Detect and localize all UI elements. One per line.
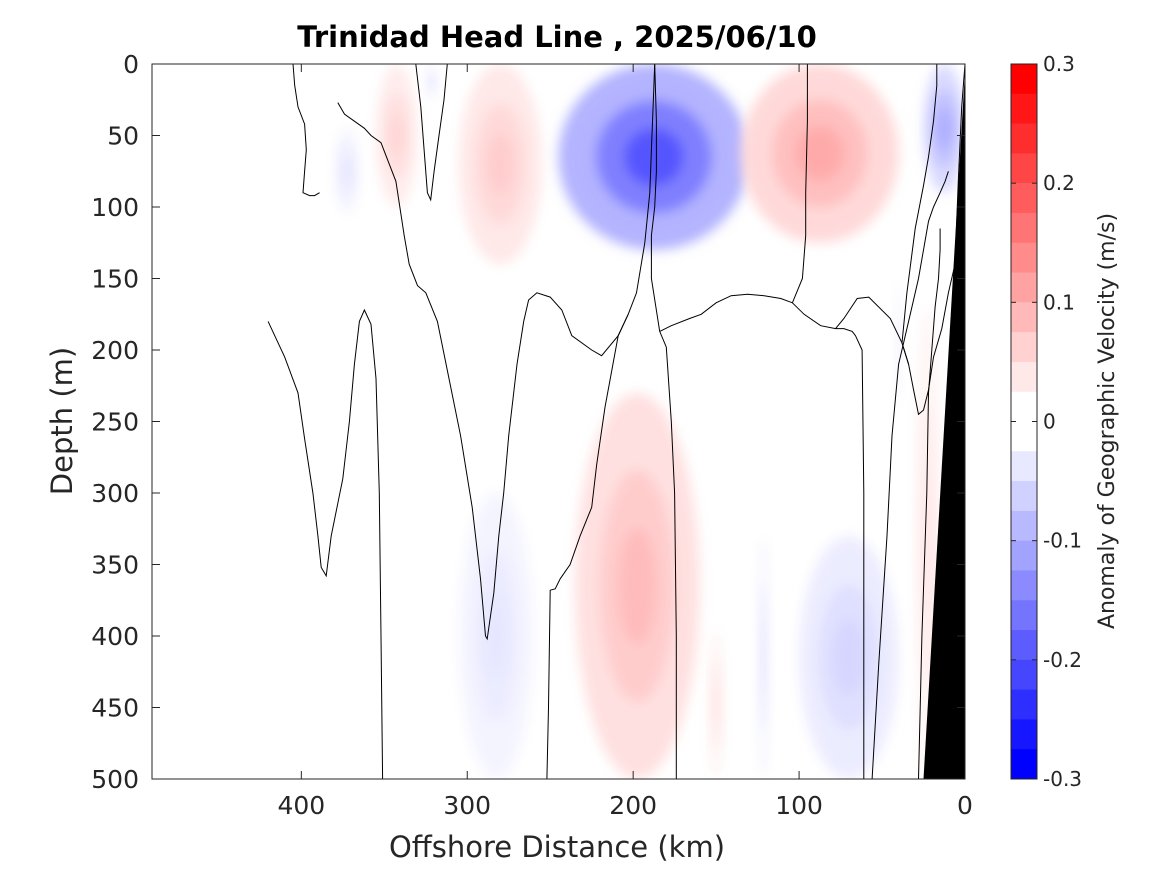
zero-contour-line xyxy=(871,171,949,779)
colorbar-tick-label: -0.3 xyxy=(1043,767,1082,791)
colorbar-level xyxy=(1011,421,1037,452)
colorbar-level xyxy=(1011,659,1037,691)
colorbar-level xyxy=(1011,600,1037,631)
colorbar-label: Anomaly of Geographic Velocity (m/s) xyxy=(1095,213,1120,629)
zero-contour-line xyxy=(901,64,938,365)
colorbar-tick-label: 0.3 xyxy=(1043,52,1075,76)
anomaly-positive-4 xyxy=(458,64,542,265)
colorbar-level xyxy=(1011,749,1037,780)
zero-contour-line xyxy=(918,228,941,779)
zero-contour-line xyxy=(659,64,808,332)
colorbar-level xyxy=(1011,242,1037,274)
colorbar-level xyxy=(1011,212,1037,244)
zero-contour-line xyxy=(546,314,629,779)
anomaly-negative-13 xyxy=(895,278,902,408)
y-tick-label: 250 xyxy=(91,408,139,437)
colorbar-level xyxy=(1011,719,1037,750)
colorbar-level xyxy=(1011,64,1037,95)
x-axis-label: Offshore Distance (km) xyxy=(389,830,725,864)
y-tick-label: 0 xyxy=(123,50,139,79)
colorbar-level xyxy=(1011,153,1037,184)
anomaly-fill-layer xyxy=(334,64,965,779)
anomaly-negative-11 xyxy=(757,535,770,779)
y-tick-label: 300 xyxy=(91,479,139,508)
colorbar-level xyxy=(1011,272,1037,303)
colorbar-level xyxy=(1011,391,1037,422)
anomaly-positive-8 xyxy=(575,392,700,779)
anomaly-positive-6 xyxy=(741,64,899,243)
bathymetry-layer xyxy=(923,71,965,779)
colorbar-level xyxy=(1011,540,1037,571)
anomaly-negative-3 xyxy=(425,64,438,100)
colorbar-level xyxy=(1011,570,1037,601)
anomaly-negative-7 xyxy=(923,64,965,193)
colorbar-tick-label: -0.1 xyxy=(1043,529,1082,553)
x-tick-label: 200 xyxy=(609,791,657,820)
colorbar-level xyxy=(1011,361,1037,393)
colorbar-level xyxy=(1011,630,1037,661)
axes-ticks: 400 300 200 100 0 0 50 100 150 200 250 300 350 400 450… xyxy=(91,50,973,820)
bathymetry-wedge xyxy=(923,71,965,779)
zero-contour-layer xyxy=(267,64,965,779)
zero-contour-line xyxy=(267,308,384,779)
colorbar-level xyxy=(1011,451,1037,482)
zero-contour-line xyxy=(650,64,677,779)
y-tick-label: 150 xyxy=(91,265,139,294)
x-tick-label: 100 xyxy=(775,791,823,820)
anomaly-negative-5 xyxy=(558,64,750,250)
colorbar-level xyxy=(1011,689,1037,720)
y-axis-label: Depth (m) xyxy=(45,347,79,495)
colorbar-tick-label: -0.2 xyxy=(1043,648,1082,672)
anomaly-positive-9 xyxy=(707,628,725,779)
anomaly-negative-2 xyxy=(334,128,360,215)
zero-contour-line xyxy=(792,302,865,779)
y-tick-label: 50 xyxy=(107,122,139,151)
colorbar-tick-label: 0.2 xyxy=(1043,171,1075,195)
zero-contour-line xyxy=(292,64,320,197)
y-tick-label: 100 xyxy=(91,193,139,222)
y-tick-label: 500 xyxy=(91,765,139,794)
x-tick-label: 0 xyxy=(957,791,973,820)
zero-contour-line xyxy=(415,64,448,202)
x-tick-label: 400 xyxy=(277,791,325,820)
colorbar-level xyxy=(1011,302,1037,333)
anomaly-positive-1 xyxy=(375,64,418,207)
y-tick-label: 350 xyxy=(91,551,139,580)
colorbar-level xyxy=(1011,510,1037,542)
chart-title: Trinidad Head Line , 2025/06/10 xyxy=(297,20,817,54)
anomaly-negative-10 xyxy=(458,493,534,779)
colorbar-level xyxy=(1011,93,1037,125)
y-tick-label: 400 xyxy=(91,622,139,651)
x-tick-label: 300 xyxy=(443,791,491,820)
colorbar-level xyxy=(1011,123,1037,154)
y-tick-label: 450 xyxy=(91,694,139,723)
colorbar: 0.3 0.2 0.1 0 -0.1 -0.2 -0.3 xyxy=(1010,52,1082,791)
colorbar-level xyxy=(1011,332,1037,363)
anomaly-negative-12 xyxy=(799,535,899,779)
colorbar-level xyxy=(1011,481,1037,512)
colorbar-tick-label: 0 xyxy=(1043,410,1056,434)
colorbar-level xyxy=(1011,183,1037,214)
y-tick-label: 200 xyxy=(91,336,139,365)
colorbar-tick-label: 0.1 xyxy=(1043,290,1075,314)
